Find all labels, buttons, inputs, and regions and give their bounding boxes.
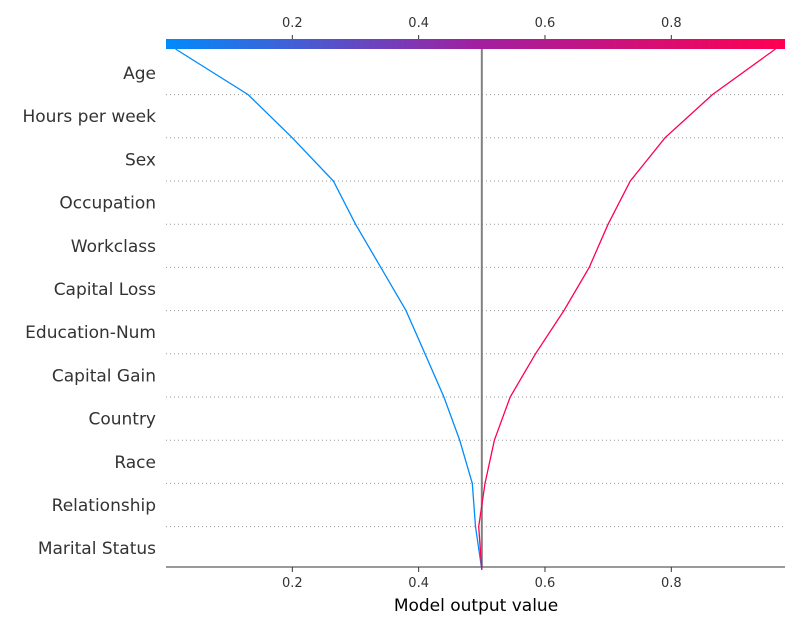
series-line — [478, 48, 776, 570]
series-lines — [175, 48, 776, 570]
feature-label: Education-Num — [25, 323, 156, 343]
feature-label: Hours per week — [22, 107, 156, 127]
feature-label: Marital Status — [38, 539, 156, 559]
feature-label: Age — [123, 64, 156, 84]
top-tick-label: 0.8 — [661, 16, 682, 31]
top-axis: 0.2 0.4 0.6 0.8 — [282, 16, 682, 39]
feature-labels: Age Hours per week Sex Occupation Workclass C… — [22, 64, 156, 559]
feature-label: Sex — [125, 150, 156, 170]
bottom-tick-label: 0.4 — [408, 576, 429, 591]
bottom-axis: 0.2 0.4 0.6 0.8 — [282, 567, 682, 591]
top-tick-label: 0.4 — [408, 16, 429, 31]
x-axis-title: Model output value — [394, 596, 558, 616]
bottom-tick-label: 0.8 — [661, 576, 682, 591]
feature-label: Workclass — [71, 237, 156, 257]
bottom-tick-label: 0.2 — [282, 576, 303, 591]
top-tick-label: 0.2 — [282, 16, 303, 31]
feature-label: Capital Loss — [54, 280, 156, 300]
feature-label: Occupation — [59, 194, 156, 214]
series-line — [175, 48, 483, 570]
top-tick-label: 0.6 — [535, 16, 556, 31]
feature-label: Capital Gain — [52, 366, 156, 386]
feature-label: Relationship — [52, 496, 156, 516]
colorbar — [166, 39, 785, 49]
bottom-tick-label: 0.6 — [535, 576, 556, 591]
feature-label: Country — [88, 410, 156, 430]
grid-lines — [166, 94, 785, 528]
feature-label: Race — [114, 453, 156, 473]
